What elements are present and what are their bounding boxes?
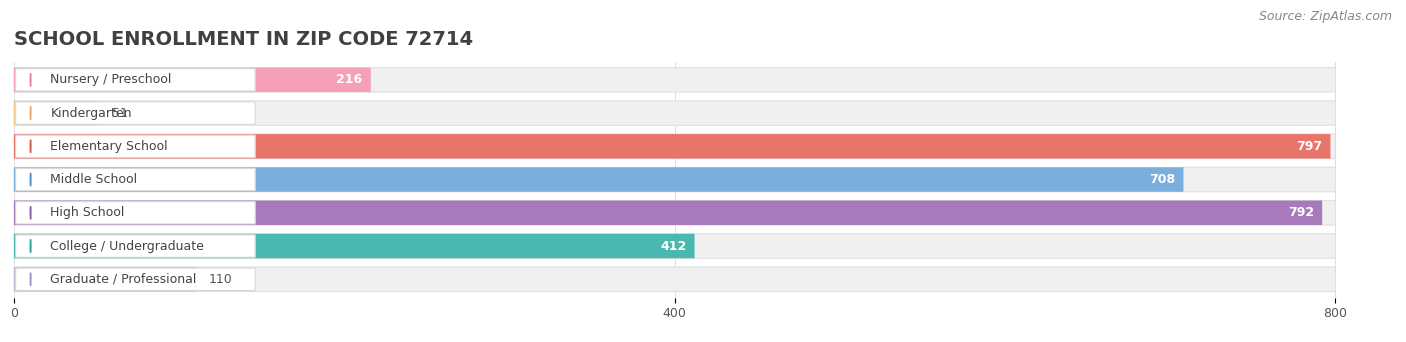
FancyBboxPatch shape [14,234,1336,258]
Text: Nursery / Preschool: Nursery / Preschool [51,73,172,86]
FancyBboxPatch shape [15,168,256,191]
Text: 412: 412 [659,239,686,252]
FancyBboxPatch shape [14,167,1336,192]
Text: 110: 110 [209,273,233,286]
FancyBboxPatch shape [14,167,1184,192]
FancyBboxPatch shape [14,267,1336,291]
Text: Middle School: Middle School [51,173,138,186]
FancyBboxPatch shape [14,234,695,258]
Text: SCHOOL ENROLLMENT IN ZIP CODE 72714: SCHOOL ENROLLMENT IN ZIP CODE 72714 [14,30,474,49]
FancyBboxPatch shape [15,235,256,257]
FancyBboxPatch shape [14,200,1322,225]
FancyBboxPatch shape [14,101,1336,125]
Text: Elementary School: Elementary School [51,140,169,153]
Text: Source: ZipAtlas.com: Source: ZipAtlas.com [1258,10,1392,23]
Text: 708: 708 [1149,173,1175,186]
FancyBboxPatch shape [14,68,1336,92]
FancyBboxPatch shape [14,200,1336,225]
FancyBboxPatch shape [15,102,256,124]
Text: High School: High School [51,206,125,219]
Text: 51: 51 [111,107,128,120]
Text: 797: 797 [1296,140,1322,153]
FancyBboxPatch shape [15,69,256,91]
FancyBboxPatch shape [14,134,1336,159]
Text: 216: 216 [336,73,363,86]
FancyBboxPatch shape [14,101,98,125]
Text: Kindergarten: Kindergarten [51,107,132,120]
Text: 792: 792 [1288,206,1313,219]
FancyBboxPatch shape [15,201,256,224]
FancyBboxPatch shape [14,68,371,92]
FancyBboxPatch shape [15,135,256,158]
Text: Graduate / Professional: Graduate / Professional [51,273,197,286]
FancyBboxPatch shape [14,134,1330,159]
FancyBboxPatch shape [14,267,195,291]
FancyBboxPatch shape [15,268,256,290]
Text: College / Undergraduate: College / Undergraduate [51,239,204,252]
